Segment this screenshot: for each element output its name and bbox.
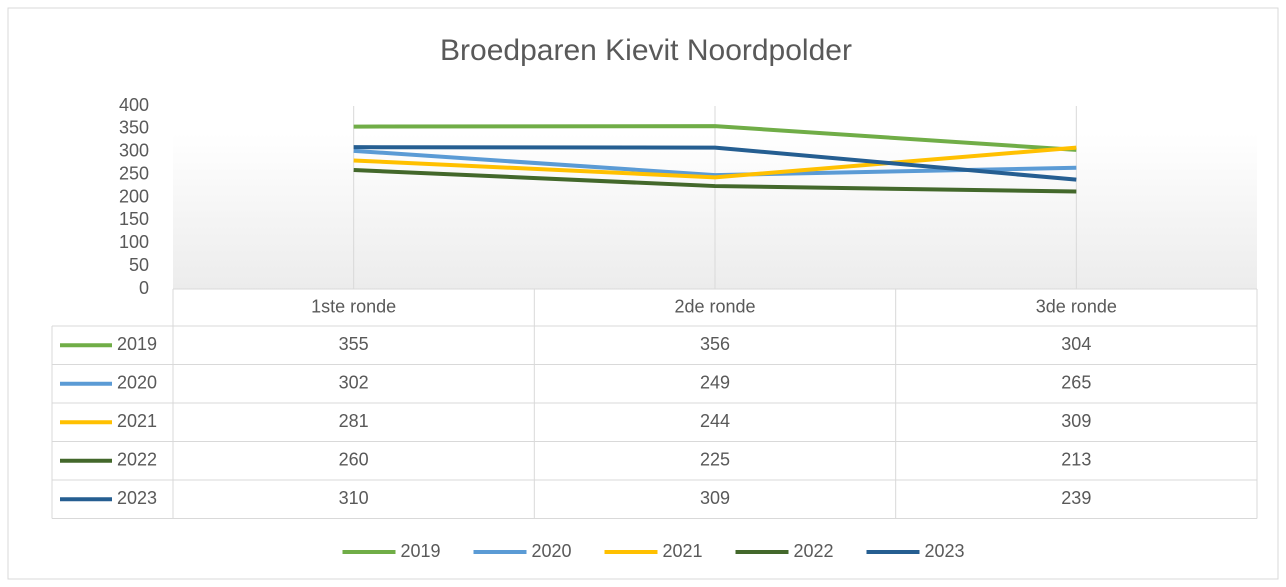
table-value: 309 bbox=[700, 488, 730, 508]
table-header: 3de ronde bbox=[1036, 296, 1117, 316]
y-tick-label: 400 bbox=[119, 95, 149, 115]
y-tick-label: 350 bbox=[119, 118, 149, 138]
table-value: 309 bbox=[1061, 411, 1091, 431]
legend-label: 2021 bbox=[663, 541, 703, 561]
table-series-name: 2023 bbox=[117, 488, 157, 508]
table-value: 265 bbox=[1061, 373, 1091, 393]
y-tick-label: 150 bbox=[119, 209, 149, 229]
table-value: 239 bbox=[1061, 488, 1091, 508]
table-series-name: 2020 bbox=[117, 373, 157, 393]
table-value: 213 bbox=[1061, 450, 1091, 470]
table-value: 249 bbox=[700, 373, 730, 393]
chart-title: Broedparen Kievit Noordpolder bbox=[440, 34, 852, 67]
table-value: 260 bbox=[339, 450, 369, 470]
series-line bbox=[353, 168, 1077, 194]
table-value: 244 bbox=[700, 411, 730, 431]
table-header: 2de ronde bbox=[674, 296, 755, 316]
legend-label: 2023 bbox=[925, 541, 965, 561]
table-value: 225 bbox=[700, 450, 730, 470]
table-value: 356 bbox=[700, 334, 730, 354]
y-tick-label: 250 bbox=[119, 163, 149, 183]
table-series-name: 2022 bbox=[117, 450, 157, 470]
y-tick-label: 200 bbox=[119, 186, 149, 206]
y-tick-label: 100 bbox=[119, 232, 149, 252]
chart-frame bbox=[7, 7, 1279, 580]
series-line bbox=[353, 145, 1077, 182]
table-value: 281 bbox=[339, 411, 369, 431]
series-line bbox=[353, 145, 1077, 180]
table-value: 310 bbox=[339, 488, 369, 508]
legend-label: 2019 bbox=[401, 541, 441, 561]
legend-label: 2020 bbox=[532, 541, 572, 561]
table-header: 1ste ronde bbox=[311, 296, 396, 316]
y-tick-label: 300 bbox=[119, 141, 149, 161]
table-value: 302 bbox=[339, 373, 369, 393]
y-tick-label: 50 bbox=[129, 255, 149, 275]
legend-label: 2022 bbox=[794, 541, 834, 561]
table-series-name: 2021 bbox=[117, 411, 157, 431]
table-value: 355 bbox=[339, 334, 369, 354]
y-tick-label: 0 bbox=[139, 278, 149, 298]
table-value: 304 bbox=[1061, 334, 1091, 354]
table-series-name: 2019 bbox=[117, 334, 157, 354]
series-line bbox=[353, 124, 1077, 152]
